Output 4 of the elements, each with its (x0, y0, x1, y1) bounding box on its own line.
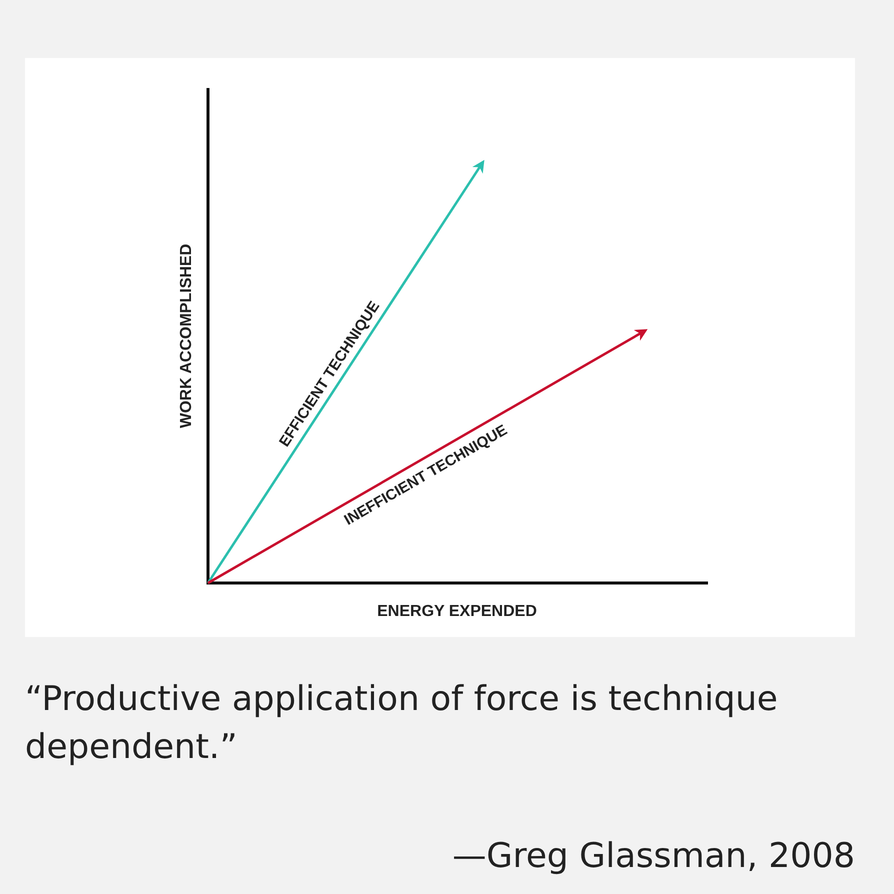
text: “Productive application of force is technique dependent.” (25, 678, 779, 769)
text: —Greg Glassman, 2008 (452, 836, 855, 876)
y-axis-title: WORK ACCOMPLISHED (178, 244, 195, 428)
x-axis-title: ENERGY EXPENDED (377, 603, 537, 620)
